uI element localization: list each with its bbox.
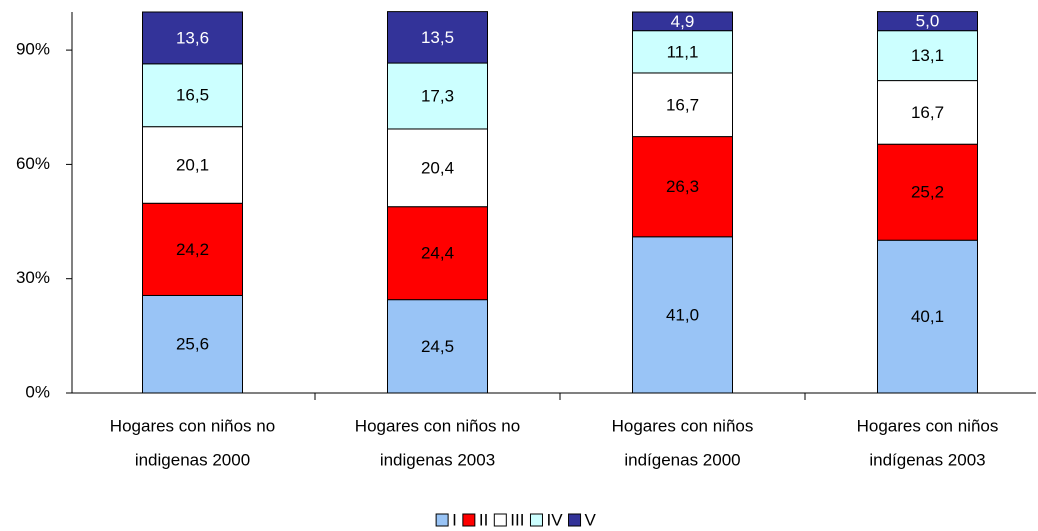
data-label: 17,3 bbox=[421, 86, 454, 105]
legend-swatch bbox=[529, 513, 543, 527]
bar-segment bbox=[877, 11, 978, 32]
bar-segment bbox=[877, 30, 978, 82]
data-label: 24,4 bbox=[421, 244, 454, 263]
data-label: 24,5 bbox=[421, 337, 454, 356]
legend-label: II bbox=[479, 510, 488, 529]
data-label: 26,3 bbox=[666, 177, 699, 196]
legend-swatch bbox=[568, 513, 582, 527]
bar-segment bbox=[387, 128, 488, 208]
legend-label: III bbox=[510, 510, 524, 529]
y-tick-label: 30% bbox=[16, 268, 50, 287]
y-tick-label: 60% bbox=[16, 154, 50, 173]
bar-segment bbox=[387, 62, 488, 130]
legend-label: IV bbox=[546, 510, 563, 529]
bar-segment bbox=[877, 239, 978, 394]
legend-swatch bbox=[493, 513, 507, 527]
bar-segment bbox=[632, 72, 733, 138]
x-tick-label: indigenas 2000 bbox=[135, 450, 250, 469]
bar-segment bbox=[387, 11, 488, 64]
data-label: 40,1 bbox=[911, 307, 944, 326]
bar-segment bbox=[142, 202, 243, 296]
bar-segment bbox=[387, 299, 488, 394]
data-label: 13,1 bbox=[911, 46, 944, 65]
bar-segment bbox=[142, 11, 243, 65]
x-tick-label: Hogares con niños no bbox=[355, 416, 520, 435]
data-label: 4,9 bbox=[671, 12, 695, 31]
bar-segment bbox=[632, 11, 733, 32]
bar-segment bbox=[632, 136, 733, 238]
x-tick-label: indígenas 2003 bbox=[869, 450, 985, 469]
x-tick-label: Hogares con niños bbox=[857, 416, 999, 435]
data-label: 16,5 bbox=[176, 86, 209, 105]
bar-segment bbox=[632, 30, 733, 74]
data-label: 5,0 bbox=[916, 12, 940, 31]
data-label: 13,5 bbox=[421, 28, 454, 47]
bar-segment bbox=[142, 63, 243, 128]
x-tick-label: Hogares con niños no bbox=[110, 416, 275, 435]
bar-segment bbox=[877, 80, 978, 145]
data-label: 41,0 bbox=[666, 305, 699, 324]
legend-swatch bbox=[462, 513, 476, 527]
legend-swatch bbox=[435, 513, 449, 527]
legend-label: V bbox=[585, 510, 597, 529]
data-label: 20,1 bbox=[176, 155, 209, 174]
data-label: 16,7 bbox=[666, 95, 699, 114]
data-label: 13,6 bbox=[176, 28, 209, 47]
x-tick-label: Hogares con niños bbox=[612, 416, 754, 435]
data-label: 25,2 bbox=[911, 183, 944, 202]
data-label: 20,4 bbox=[421, 158, 454, 177]
data-label: 11,1 bbox=[667, 42, 699, 61]
y-tick-label: 90% bbox=[16, 40, 50, 59]
bar-segment bbox=[142, 126, 243, 204]
legend-label: I bbox=[452, 510, 457, 529]
bar-segment bbox=[877, 143, 978, 241]
x-tick-label: indígenas 2000 bbox=[624, 450, 740, 469]
data-label: 24,2 bbox=[176, 240, 209, 259]
y-tick-label: 0% bbox=[25, 382, 50, 401]
data-label: 16,7 bbox=[911, 103, 944, 122]
x-tick-label: indigenas 2003 bbox=[380, 450, 495, 469]
bar-segment bbox=[142, 294, 243, 394]
data-label: 25,6 bbox=[176, 335, 209, 354]
